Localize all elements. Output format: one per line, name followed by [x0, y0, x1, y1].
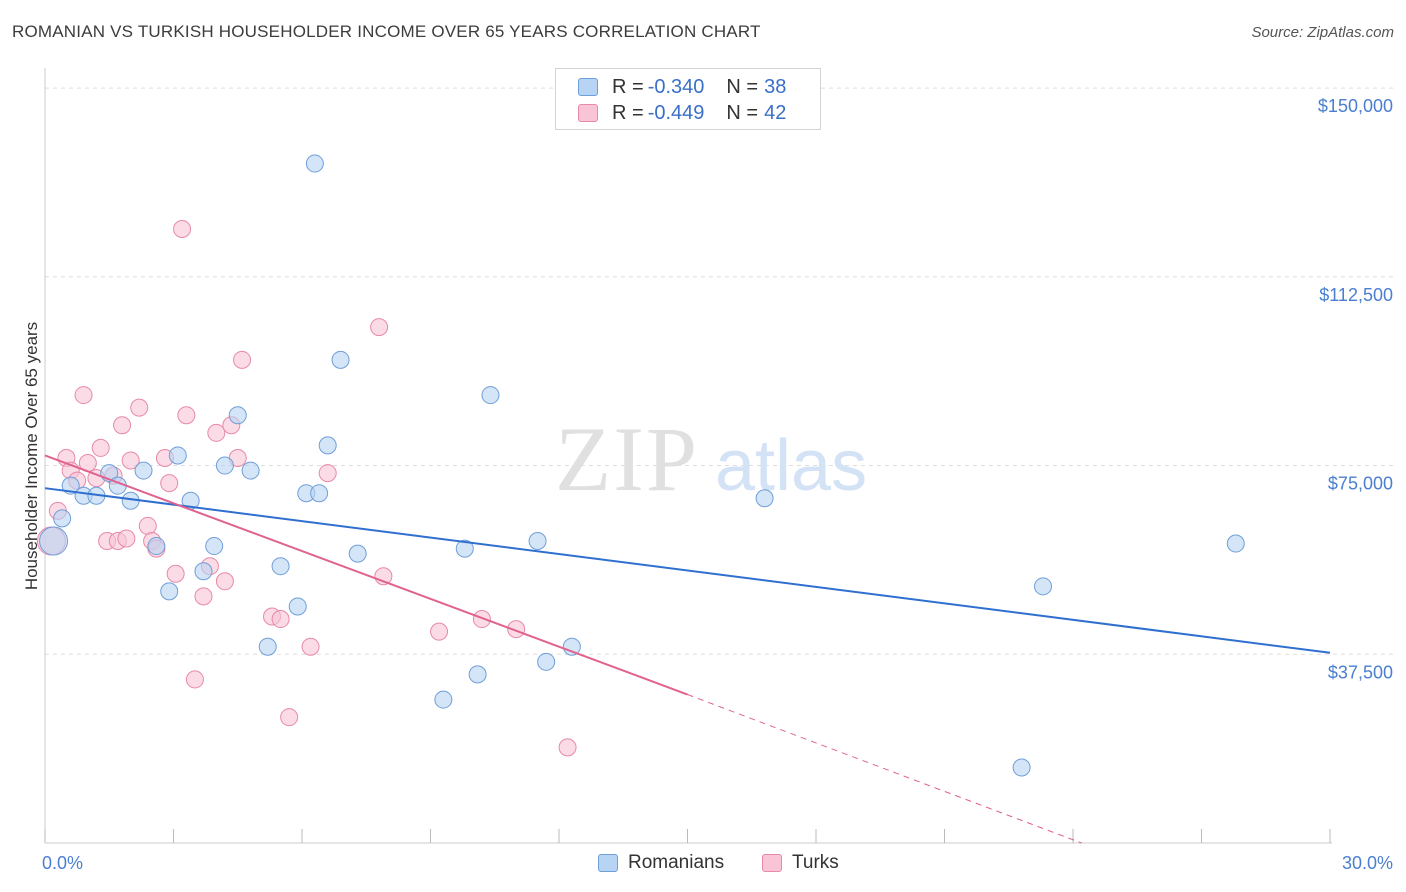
- turks-point: [113, 416, 132, 435]
- legend-row-romanians: R = -0.340 N = 38: [578, 75, 786, 99]
- turks-point: [430, 622, 449, 641]
- series-legend: Romanians Turks: [0, 852, 1406, 876]
- romanians-point: [1012, 758, 1031, 777]
- turks-point: [117, 529, 136, 548]
- romanians-trend-line: [44, 487, 1331, 654]
- turks-point: [207, 423, 226, 442]
- romanians-point: [305, 154, 324, 173]
- y-tick-label: $150,000: [1318, 96, 1393, 116]
- turks-point: [194, 587, 213, 606]
- turks-point: [74, 386, 93, 405]
- romanians-point: [528, 532, 547, 551]
- turks-point: [130, 398, 149, 417]
- romanians-point: [537, 652, 556, 671]
- romanians-point: [61, 476, 80, 495]
- romanians-r-value: -0.340: [647, 75, 705, 98]
- turks-point: [233, 350, 252, 369]
- romanians-point: [53, 509, 72, 528]
- turks-point: [558, 738, 577, 757]
- y-tick-labels: $37,500 $75,000 $112,500 $150,000: [1318, 96, 1393, 682]
- legend-item-romanians: Romanians: [598, 852, 724, 874]
- romanians-point: [455, 539, 474, 558]
- x-tick-label: 30.0%: [1342, 853, 1393, 873]
- turks-point: [185, 670, 204, 689]
- romanians-point: [147, 537, 166, 556]
- romanians-point: [288, 597, 307, 616]
- y-tick-label: $37,500: [1328, 662, 1393, 682]
- turks-r-label: R =: [612, 101, 644, 124]
- romanians-point: [215, 456, 234, 475]
- romanians-point: [258, 637, 277, 656]
- romanians-point: [331, 350, 350, 369]
- turks-point: [370, 318, 389, 337]
- romanians-point: [39, 526, 69, 556]
- romanians-point: [205, 537, 224, 556]
- turks-trend-extension: [687, 694, 1082, 844]
- turks-point: [301, 637, 320, 656]
- turks-r-value: -0.449: [647, 101, 705, 124]
- turks-point: [271, 610, 290, 629]
- romanians-point: [160, 582, 179, 601]
- watermark-zip: ZIP: [555, 408, 699, 510]
- turks-n-value: 42: [764, 101, 787, 124]
- trend-lines: [44, 454, 1331, 844]
- romanians-point: [318, 436, 337, 455]
- turks-point: [91, 438, 110, 457]
- turks-n-label: N =: [726, 101, 759, 124]
- correlation-legend: R = -0.340 N = 38 R = -0.449 N = 42: [555, 68, 821, 130]
- romanians-point: [348, 544, 367, 563]
- x-tick-labels: 0.0% 30.0%: [42, 853, 1393, 873]
- y-tick-label: $112,500: [1319, 285, 1393, 305]
- turks-point: [173, 219, 192, 238]
- turks-point: [138, 516, 157, 535]
- romanians-point: [481, 386, 500, 405]
- legend-turks-label: Turks: [792, 852, 839, 873]
- romanians-point: [755, 489, 774, 508]
- legend-item-turks: Turks: [762, 852, 839, 874]
- romanians-point: [168, 446, 187, 465]
- turks-point: [215, 572, 234, 591]
- romanians-n-value: 38: [764, 75, 787, 98]
- y-tick-label: $75,000: [1328, 474, 1393, 494]
- source-label: Source: ZipAtlas.com: [1251, 24, 1394, 41]
- romanians-point: [1034, 577, 1053, 596]
- romanians-point: [241, 461, 260, 480]
- turks-point: [318, 464, 337, 483]
- legend-turks-swatch: [762, 854, 782, 872]
- turks-point: [280, 708, 299, 727]
- romanians-points: [39, 154, 1245, 777]
- legend-row-turks: R = -0.449 N = 42: [578, 101, 786, 125]
- turks-trend-line: [44, 454, 688, 696]
- romanians-point: [434, 690, 453, 709]
- legend-romanians-swatch: [598, 854, 618, 872]
- romanians-n-label: N =: [726, 75, 759, 98]
- watermark-atlas: atlas: [715, 426, 867, 506]
- watermark: ZIP atlas: [555, 408, 867, 510]
- turks-swatch: [578, 104, 598, 122]
- chart-title: ROMANIAN VS TURKISH HOUSEHOLDER INCOME O…: [12, 22, 761, 41]
- romanians-point: [271, 557, 290, 576]
- x-tick-label: 0.0%: [42, 853, 83, 873]
- turks-point: [166, 564, 185, 583]
- romanians-point: [468, 665, 487, 684]
- turks-point: [160, 474, 179, 493]
- legend-romanians-label: Romanians: [628, 852, 725, 873]
- romanians-point: [228, 406, 247, 425]
- turks-point: [177, 406, 196, 425]
- romanians-swatch: [578, 78, 598, 96]
- turks-point: [121, 451, 140, 470]
- romanians-point: [310, 484, 329, 503]
- romanians-point: [194, 562, 213, 581]
- y-axis-label: Householder Income Over 65 years: [22, 322, 41, 590]
- grid-lines: [45, 87, 1395, 655]
- romanians-point: [134, 461, 153, 480]
- romanians-r-label: R =: [612, 75, 644, 98]
- romanians-point: [1226, 534, 1245, 553]
